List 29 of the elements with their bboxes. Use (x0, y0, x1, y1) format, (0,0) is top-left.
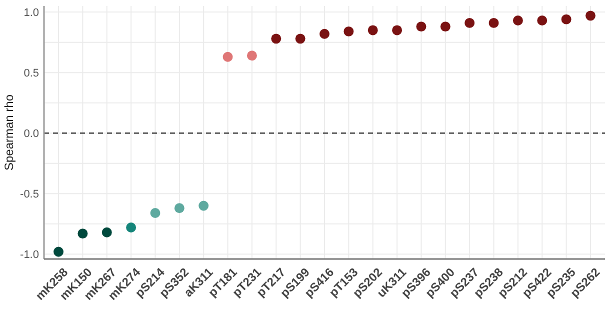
point (198, 200, 209, 211)
y-tick-label: 0.5 (24, 67, 39, 80)
point (537, 16, 548, 26)
y-tick-label: -0.5 (20, 188, 39, 200)
point (512, 16, 523, 26)
point (440, 22, 450, 32)
point (561, 14, 572, 24)
y-axis-title: Spearman rho (2, 94, 16, 171)
point (488, 18, 499, 28)
point (54, 246, 64, 257)
point (368, 25, 378, 36)
y-tick-label: 0.0 (24, 128, 39, 140)
point (150, 208, 160, 218)
point (78, 228, 88, 239)
point (344, 26, 354, 36)
point (222, 52, 233, 62)
point (392, 25, 402, 36)
y-tick-label: -1.0 (20, 249, 39, 262)
point (320, 28, 330, 39)
point (126, 222, 136, 232)
point (271, 34, 282, 44)
point (246, 50, 257, 61)
y-tick-label: 1.0 (24, 6, 39, 19)
point (586, 10, 596, 21)
point (295, 34, 306, 44)
point (174, 203, 184, 214)
point (416, 22, 426, 32)
point (102, 227, 112, 238)
point (464, 18, 475, 28)
